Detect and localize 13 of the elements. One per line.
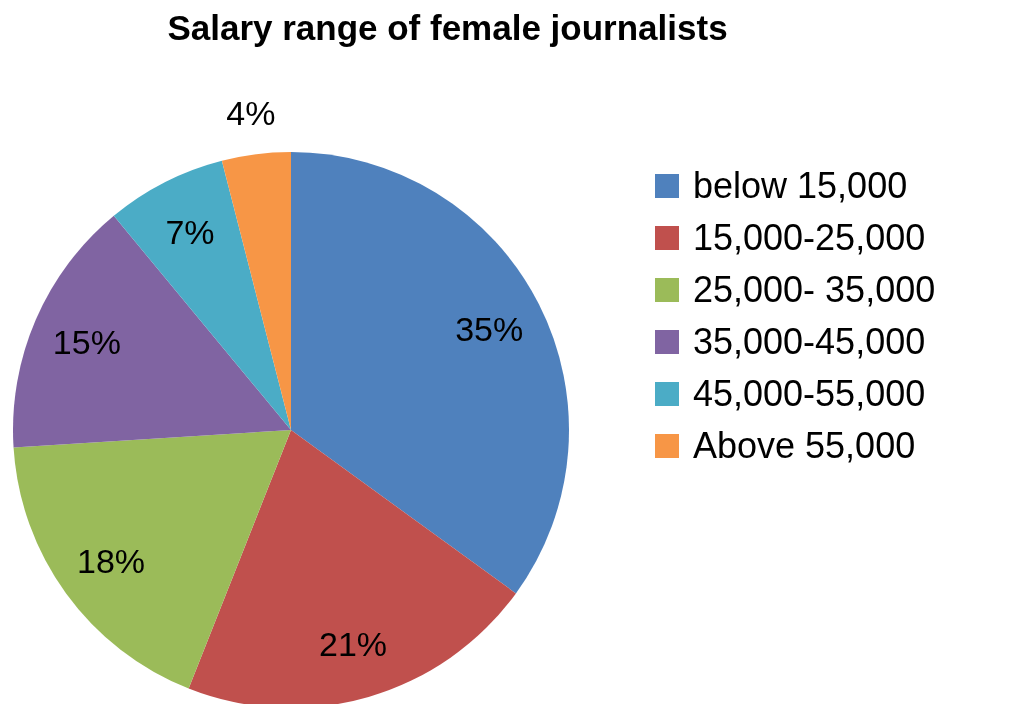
data-label: 18% bbox=[77, 541, 146, 580]
legend-label: 45,000-55,000 bbox=[693, 372, 926, 416]
data-label: 21% bbox=[319, 624, 388, 663]
data-label: 15% bbox=[52, 322, 121, 361]
data-label: 4% bbox=[226, 93, 276, 132]
legend-label: 15,000-25,000 bbox=[693, 216, 926, 260]
legend-label: 25,000- 35,000 bbox=[693, 268, 936, 312]
data-label: 7% bbox=[165, 212, 215, 251]
legend-label: below 15,000 bbox=[693, 164, 908, 208]
data-label: 35% bbox=[455, 310, 524, 349]
chart-title: Salary range of female journalists bbox=[166, 8, 729, 48]
legend-label: 35,000-45,000 bbox=[693, 320, 926, 364]
legend-label: Above 55,000 bbox=[693, 424, 916, 468]
